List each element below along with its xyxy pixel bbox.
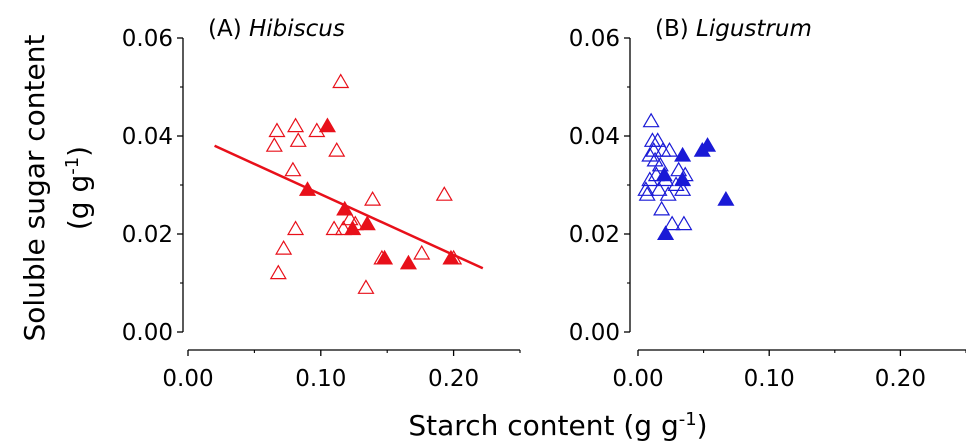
y-tick-label: 0.02 [569,222,620,248]
y-tick-label: 0.06 [122,26,173,52]
y-tick-label: 0.02 [122,222,173,248]
panel-a-hibiscus: (A) Hibiscus 0.00 0.02 0.04 0.06 0.00 0.10 0.2… [122,16,521,392]
y-unit-main: (g g [62,175,95,230]
panel-a-species: Hibiscus [249,16,345,42]
filled-triangle-point [358,215,376,231]
open-triangle-point [638,186,656,201]
panel-b-species: Ligustrum [696,16,812,42]
open-triangle-point [651,156,669,172]
panel-b-ligustrum: (B) Ligustrum 0.000.020.040.060.00 0.10 0.… [569,16,966,392]
regression-line [214,144,484,270]
x-tick-label: 0.10 [744,366,795,392]
filled-triangle-point [698,137,717,152]
panel-a-axes: 0.00 0.02 0.04 0.06 0.00 0.10 0.20 [122,26,521,392]
x-title-end: ) [697,409,708,442]
y-tick-label: 0.00 [122,320,173,346]
filled-triangle-point [674,146,692,162]
open-triangle-point [675,215,693,231]
open-triangle-point [435,186,453,201]
filled-triangle-point [399,254,417,270]
open-triangle-point [325,220,343,236]
open-triangle-point [649,132,667,147]
x-tick-label: 0.00 [612,366,663,392]
open-triangle-point [328,142,346,157]
open-triangle-point [287,220,305,236]
filled-triangle-point [655,166,673,182]
open-triangle-point [289,132,307,147]
y-tick-label: 0.00 [569,320,620,346]
y-unit-sup: -1 [62,157,83,175]
open-triangle-point [265,137,283,152]
open-triangle-point [268,122,286,138]
open-triangle-point [660,142,679,157]
open-triangle-point [269,264,287,280]
open-triangle-point [334,220,352,236]
open-triangle-point [659,186,677,201]
x-tick-label: 0.10 [295,366,346,392]
x-title-sup: -1 [679,409,697,430]
open-triangle-point [674,181,692,196]
x-tick-label: 0.00 [162,366,213,392]
open-triangle-point [641,171,659,187]
filled-triangle-point [318,117,336,133]
x-tick-label: 0.20 [428,366,479,392]
panel-a-label: (A) [208,16,249,42]
open-triangle-point [637,181,655,196]
panel-b-label: (B) [655,16,696,42]
open-triangle-point [284,161,302,177]
filled-triangle-point [717,191,735,206]
x-tick-label: 0.20 [875,366,926,392]
panel-b-marks [637,112,735,240]
y-tick-label: 0.04 [122,124,173,150]
x-title-main: Starch content (g g [408,409,678,442]
filled-triangle-point [344,220,362,236]
panel-b-title: (B) Ligustrum [655,16,812,42]
filled-triangle-point [442,249,460,265]
filled-triangle-point [674,171,692,187]
open-triangle-point [332,73,350,89]
y-axis-title: Soluble sugar content [18,34,51,341]
open-triangle-point [663,215,681,231]
open-triangle-point [653,200,671,216]
open-triangle-point [642,112,660,128]
filled-triangle-point [376,249,394,265]
open-triangle-point [275,240,293,255]
panel-a-title: (A) Hibiscus [208,16,345,42]
y-tick-label: 0.06 [569,26,620,52]
y-unit-end: ) [62,146,95,157]
filled-triangle-point [298,181,317,196]
open-triangle-point [670,161,688,177]
y-axis-title-line1: Soluble sugar content [18,34,51,341]
x-axis-title: Starch content (g g-1) [408,409,707,443]
panel-a-marks [214,73,484,294]
open-triangle-point [357,279,375,294]
open-triangle-point [413,244,431,260]
filled-triangle-point [336,200,354,216]
open-triangle-point [364,191,382,206]
y-tick-label: 0.04 [569,124,620,150]
filled-triangle-point [657,225,675,240]
y-axis-title-unit: (g g-1) [62,146,96,230]
panel-b-axes: 0.00 0.02 0.04 0.06 0.00 0.10 0.20 [569,26,966,392]
open-triangle-point [650,181,668,196]
open-triangle-point [287,117,305,133]
